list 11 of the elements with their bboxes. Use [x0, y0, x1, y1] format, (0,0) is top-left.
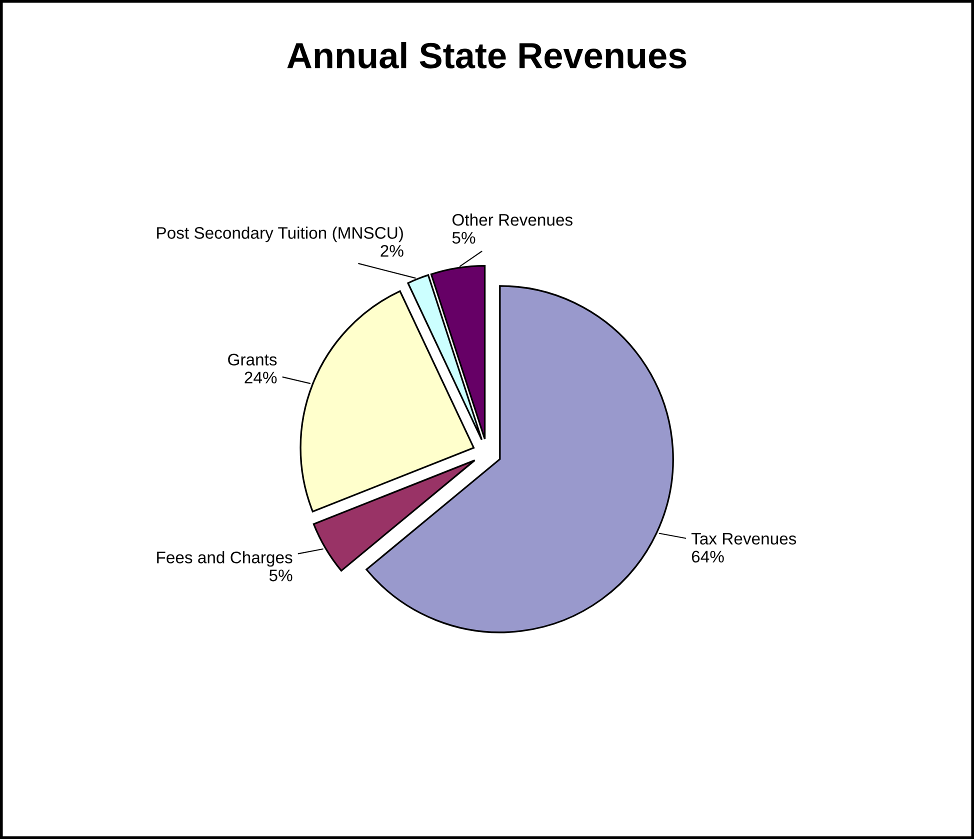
legend-label: Fees and Charges: [157, 551, 292, 567]
chart-title: Annual State Revenues: [287, 42, 686, 68]
slice-label: Other Revenues: [452, 214, 572, 226]
slice-label: Grants: [228, 354, 277, 366]
data-label: 24%: [244, 372, 277, 384]
slice-label: Tax Revenues: [691, 532, 796, 545]
data-label: 5%: [452, 232, 476, 244]
data-label: 64%: [692, 550, 724, 563]
data-label: 5%: [269, 570, 292, 582]
data-label: 2%: [380, 244, 404, 257]
slice-label: Post Secondary Tuition (MNSCU): [157, 226, 403, 242]
